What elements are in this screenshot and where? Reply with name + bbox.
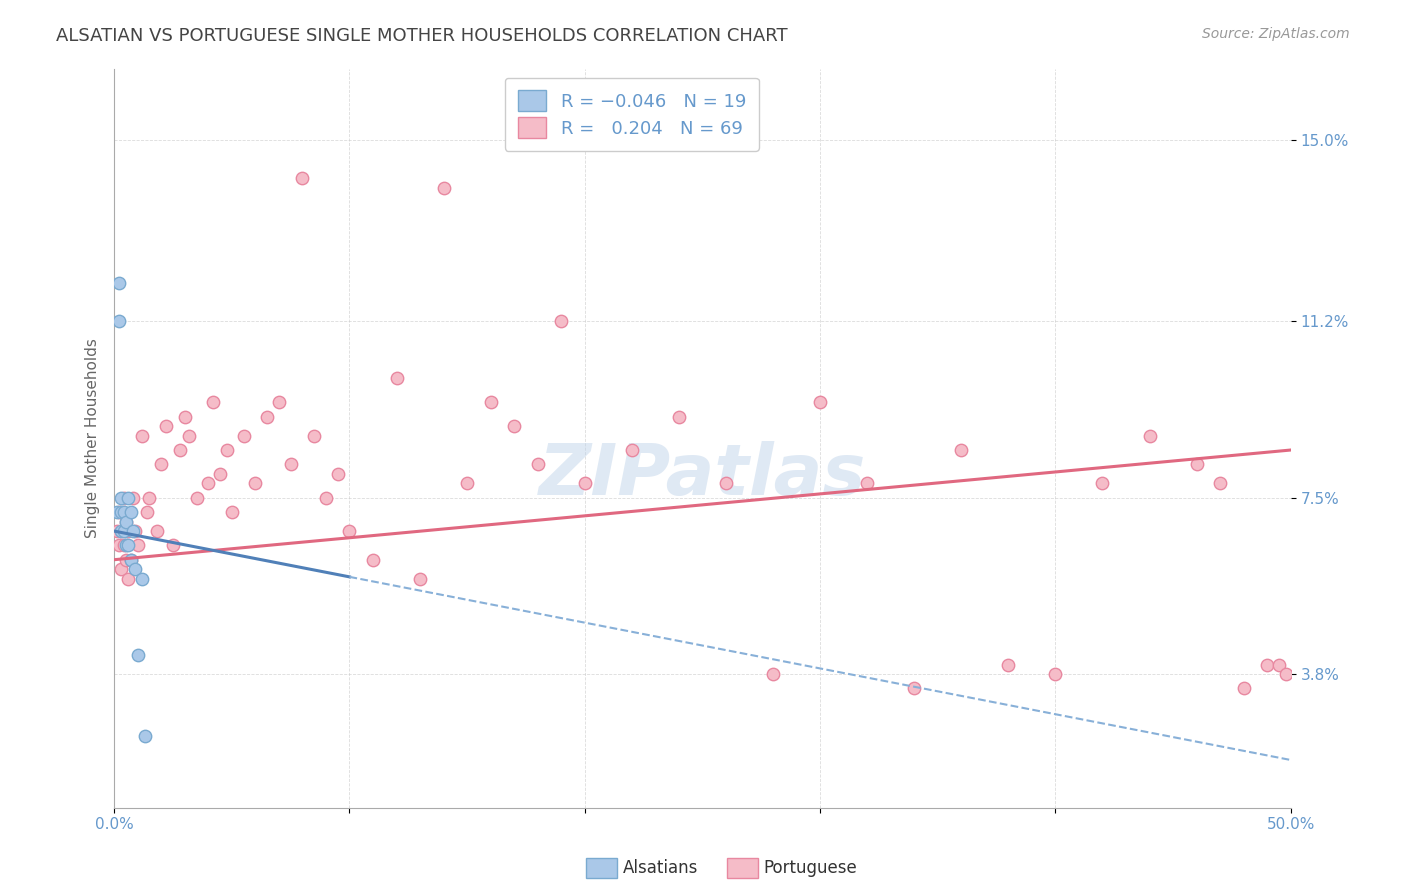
Point [127,538,149,552]
Point [202,395,225,409]
Point [1256,657,1278,672]
Point [186,491,208,505]
Point [1045,667,1067,681]
Point [120,505,142,519]
Point [110,491,132,505]
Point [997,657,1019,672]
Point [134,729,156,743]
Point [112,491,135,505]
Point [117,572,139,586]
Text: Source: ZipAtlas.com: Source: ZipAtlas.com [1202,27,1350,41]
Point [1185,458,1208,472]
Point [150,458,173,472]
Point [108,538,131,552]
Point [256,409,278,424]
Text: Portuguese: Portuguese [763,859,858,877]
Point [131,428,153,442]
Point [361,552,384,566]
Point [108,505,131,519]
Point [110,524,132,538]
Point [409,572,432,586]
Point [550,314,572,328]
Point [124,524,146,538]
Point [280,458,302,472]
Point [232,428,254,442]
Point [179,428,201,442]
Point [903,681,925,696]
Point [221,505,243,519]
Point [302,428,325,442]
Point [209,467,232,481]
Point [127,648,149,662]
Point [326,467,349,481]
Point [115,552,138,566]
Point [574,476,596,491]
Point [110,562,132,576]
Point [162,538,184,552]
Point [110,524,132,538]
Point [145,524,167,538]
Point [155,419,177,434]
Point [110,505,132,519]
Point [620,443,643,458]
Point [138,491,160,505]
Point [1209,476,1232,491]
Point [112,505,135,519]
Point [267,395,290,409]
Point [112,538,135,552]
Point [105,524,128,538]
Point [245,476,267,491]
Point [115,515,138,529]
Point [762,667,785,681]
Point [456,476,478,491]
Text: ALSATIAN VS PORTUGUESE SINGLE MOTHER HOUSEHOLDS CORRELATION CHART: ALSATIAN VS PORTUGUESE SINGLE MOTHER HOU… [56,27,787,45]
Point [136,505,159,519]
Point [169,443,191,458]
Point [217,443,239,458]
Point [668,409,690,424]
Point [1275,667,1298,681]
Point [117,524,139,538]
Point [105,505,128,519]
Point [120,552,142,566]
Point [479,395,502,409]
Point [1268,657,1291,672]
Point [315,491,337,505]
Point [122,491,145,505]
Point [503,419,526,434]
Text: ZIPatlas: ZIPatlas [538,441,866,509]
Point [115,515,138,529]
Y-axis label: Single Mother Households: Single Mother Households [86,338,100,538]
Point [108,314,131,328]
Point [108,276,131,290]
Point [115,538,138,552]
Point [120,552,142,566]
Point [950,443,973,458]
Point [117,491,139,505]
Point [291,171,314,186]
Point [1233,681,1256,696]
Point [112,524,135,538]
Point [526,458,548,472]
Point [197,476,219,491]
Point [173,409,195,424]
Point [1139,428,1161,442]
Point [131,572,153,586]
Point [714,476,737,491]
Legend: R = −0.046   N = 19, R =   0.204   N = 69: R = −0.046 N = 19, R = 0.204 N = 69 [505,78,759,151]
Point [433,180,456,194]
Point [122,524,145,538]
Point [1091,476,1114,491]
Point [385,371,408,385]
Point [808,395,831,409]
Text: Alsatians: Alsatians [623,859,699,877]
Point [124,562,146,576]
Point [856,476,879,491]
Point [339,524,361,538]
Point [117,538,139,552]
